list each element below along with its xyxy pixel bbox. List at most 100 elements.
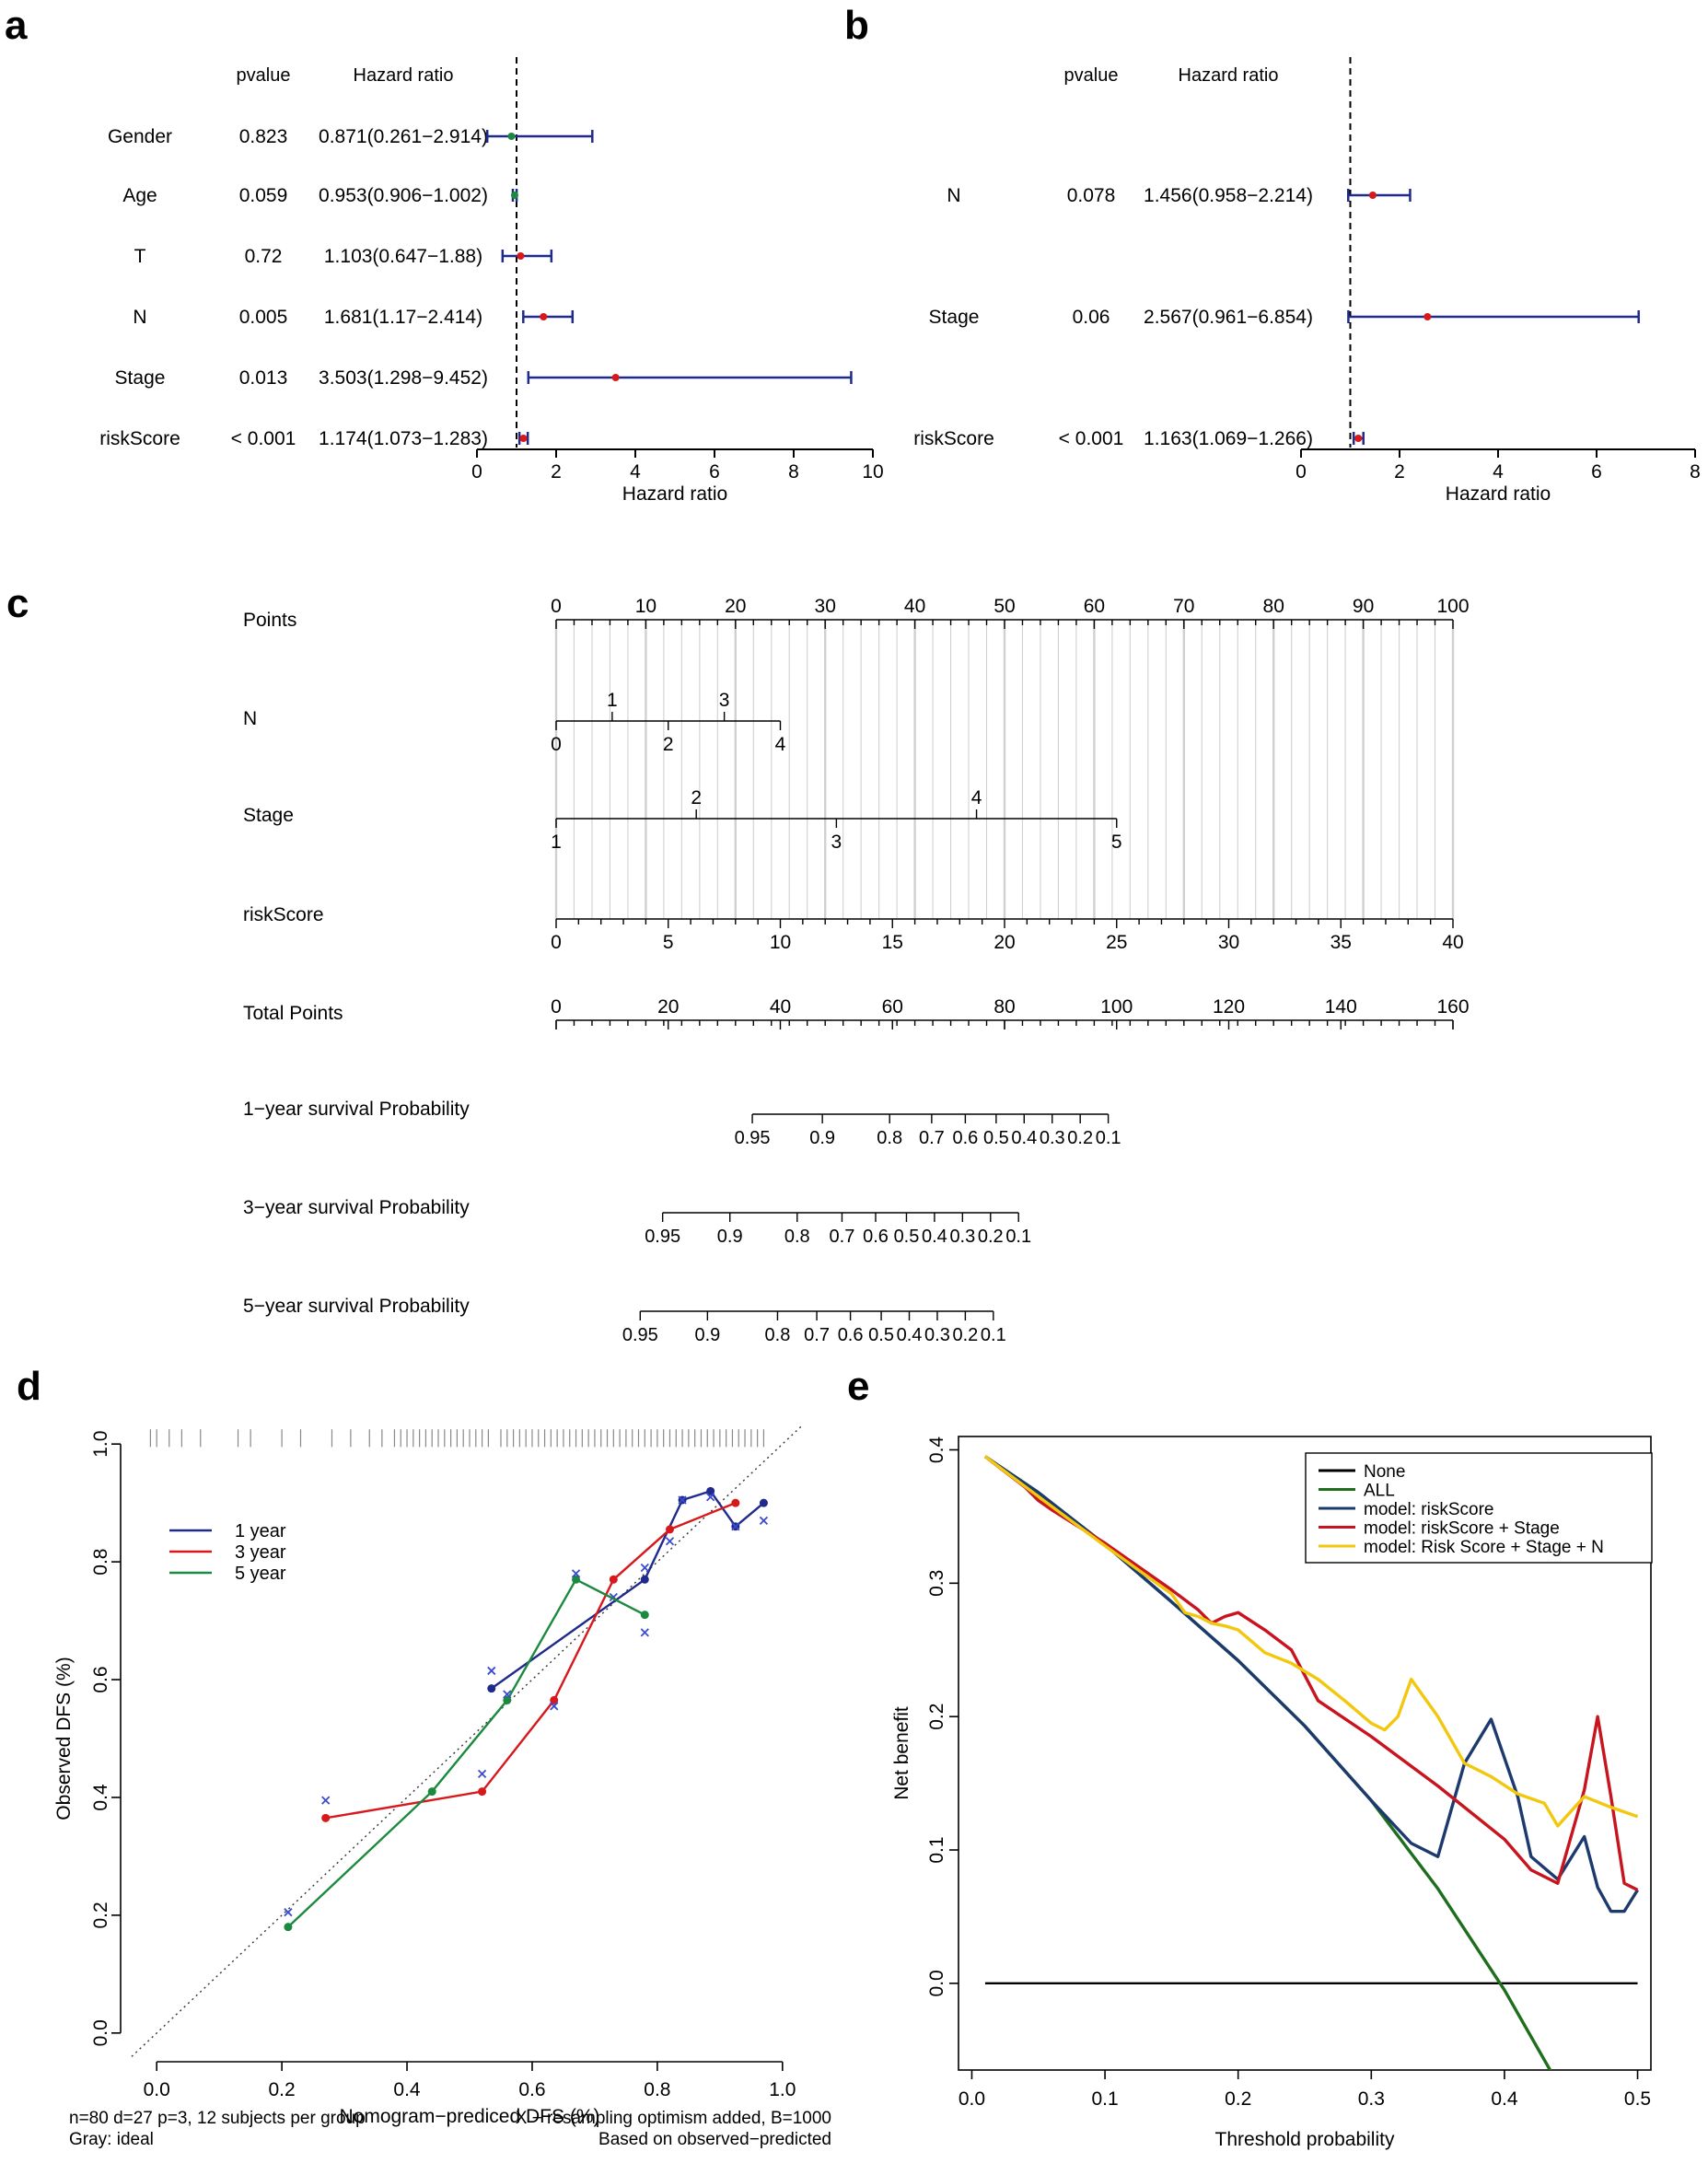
panel-d-calibration-plot: d 0.0 0.2 0.4 0.6 0.8 1.0 0.0 0.2 0.4 0.6 0.8 1.0 Nom… bbox=[17, 1364, 831, 2149]
x-axis-label: Threshold probability bbox=[1215, 2129, 1395, 2150]
scale-tick-label: 40 bbox=[770, 996, 791, 1018]
x-axis-label: Nomogram−prediced DFS (%) bbox=[339, 2106, 599, 2127]
row-pvalue: 0.013 bbox=[239, 367, 288, 389]
scale-tick-label: 0.7 bbox=[830, 1227, 855, 1247]
scale-tick-label: 0.8 bbox=[765, 1325, 791, 1345]
scale-tick-label: 0.2 bbox=[978, 1227, 1004, 1247]
hazard-ratio-point bbox=[519, 435, 528, 442]
header-pvalue: pvalue bbox=[237, 65, 291, 86]
header-hazard-ratio: Hazard ratio bbox=[354, 65, 454, 86]
row-label: 3−year survival Probability bbox=[243, 1197, 470, 1218]
scale-tick-label: 0.6 bbox=[838, 1325, 864, 1345]
panel-label: d bbox=[17, 1364, 41, 1409]
bootstrap-cross bbox=[759, 1516, 769, 1525]
x-tick-label: 0.1 bbox=[1091, 2088, 1118, 2110]
scale-tick-label: 20 bbox=[725, 596, 746, 617]
scale-tick-label: 15 bbox=[882, 932, 903, 953]
scale-tick-label: 3 bbox=[719, 690, 730, 711]
scale-tick-label: 0.1 bbox=[1096, 1128, 1121, 1148]
scale-tick-label: 0.6 bbox=[952, 1128, 978, 1148]
legend-label: model: riskScore bbox=[1364, 1500, 1494, 1519]
legend-label: None bbox=[1364, 1462, 1405, 1482]
row-label: Total Points bbox=[243, 1003, 343, 1024]
scale-tick-label: 4 bbox=[775, 734, 786, 755]
row-hazard-ratio-text: 1.174(1.073−1.283) bbox=[319, 428, 488, 449]
bootstrap-cross bbox=[487, 1666, 496, 1676]
scale-tick-label: 5 bbox=[1111, 832, 1122, 853]
calibration-point bbox=[640, 1611, 649, 1620]
scale-tick-label: 1 bbox=[551, 832, 562, 853]
scale-tick-label: 160 bbox=[1436, 996, 1469, 1018]
calibration-point bbox=[321, 1813, 331, 1822]
scale-tick-label: 0.8 bbox=[877, 1128, 902, 1148]
y-axis-label: Observed DFS (%) bbox=[53, 1657, 75, 1820]
scale-tick-label: 5 bbox=[663, 932, 674, 953]
x-tick-label: 4 bbox=[630, 461, 641, 483]
plot-frame bbox=[958, 1436, 1652, 2071]
scale-tick-label: 0.3 bbox=[924, 1325, 950, 1345]
footnote-left: Gray: ideal bbox=[69, 2130, 154, 2149]
bootstrap-cross bbox=[665, 1537, 675, 1546]
calibration-line bbox=[325, 1502, 737, 1820]
row-hazard-ratio-text: 1.681(1.17−2.414) bbox=[324, 307, 482, 328]
bootstrap-cross bbox=[550, 1702, 559, 1711]
scale-tick-label: 120 bbox=[1213, 996, 1245, 1018]
x-tick-label: 1.0 bbox=[769, 2079, 796, 2100]
y-tick-label: 0.4 bbox=[90, 1784, 111, 1811]
scale-tick-label: 100 bbox=[1436, 596, 1469, 617]
net-benefit-curve bbox=[983, 1455, 1639, 1828]
scale-tick-label: 2 bbox=[691, 787, 702, 808]
scale-tick-label: 0 bbox=[551, 932, 562, 953]
legend-box bbox=[1305, 1452, 1653, 1564]
bootstrap-cross bbox=[477, 1769, 487, 1779]
bootstrap-cross bbox=[706, 1493, 715, 1502]
calibration-point bbox=[706, 1486, 715, 1495]
scale-tick-label: 80 bbox=[993, 996, 1015, 1018]
row-label: Stage bbox=[243, 805, 294, 826]
calibration-point bbox=[427, 1787, 436, 1797]
row-label: riskScore bbox=[913, 428, 994, 449]
x-axis-label: Hazard ratio bbox=[622, 483, 727, 505]
row-label: Gender bbox=[108, 126, 172, 147]
y-tick-label: 0.0 bbox=[926, 1970, 947, 1996]
row-pvalue: 0.823 bbox=[239, 126, 288, 147]
scale-tick-label: 80 bbox=[1263, 596, 1284, 617]
row-label: N bbox=[133, 307, 146, 328]
calibration-point bbox=[665, 1525, 674, 1534]
row-label: riskScore bbox=[99, 428, 180, 449]
scale-tick-label: 0 bbox=[551, 734, 562, 755]
bootstrap-cross bbox=[503, 1690, 512, 1699]
hazard-ratio-point bbox=[540, 313, 548, 320]
calibration-point bbox=[731, 1498, 740, 1507]
x-tick-label: 8 bbox=[1690, 461, 1701, 483]
row-label: Age bbox=[122, 185, 157, 206]
scale-tick-label: 60 bbox=[1084, 596, 1105, 617]
calibration-point bbox=[487, 1684, 496, 1693]
scale-tick-label: 0.3 bbox=[949, 1227, 975, 1247]
row-pvalue: < 0.001 bbox=[231, 428, 296, 449]
row-label: T bbox=[134, 246, 146, 267]
scale-tick-label: 0.5 bbox=[894, 1227, 920, 1247]
x-tick-label: 6 bbox=[1591, 461, 1602, 483]
row-hazard-ratio-text: 0.871(0.261−2.914) bbox=[319, 126, 488, 147]
scale-tick-label: 0.6 bbox=[863, 1227, 889, 1247]
scale-tick-label: 0.9 bbox=[694, 1325, 720, 1345]
x-tick-label: 0.2 bbox=[269, 2079, 296, 2100]
scale-tick-label: 0.95 bbox=[645, 1227, 680, 1247]
hazard-ratio-point bbox=[1368, 192, 1377, 199]
scale-tick-label: 0.4 bbox=[922, 1227, 947, 1247]
row-pvalue: 0.005 bbox=[239, 307, 288, 328]
scale-tick-label: 0.95 bbox=[622, 1325, 658, 1345]
legend-label: 1 year bbox=[235, 1521, 286, 1541]
legend-label: 3 year bbox=[235, 1542, 286, 1563]
calibration-point bbox=[478, 1787, 487, 1797]
x-tick-label: 0.5 bbox=[1624, 2088, 1651, 2110]
panel-a-forest-plot: a pvalue Hazard ratio Gender 0.823 0.871(0.26… bbox=[5, 3, 884, 505]
scale-tick-label: 35 bbox=[1330, 932, 1352, 953]
y-axis-label: Net benefit bbox=[891, 1706, 912, 1800]
x-tick-label: 0 bbox=[471, 461, 482, 483]
x-tick-label: 0 bbox=[1296, 461, 1307, 483]
scale-tick-label: 30 bbox=[815, 596, 836, 617]
